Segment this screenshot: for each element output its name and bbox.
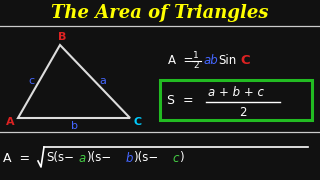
Text: C: C (134, 117, 142, 127)
Text: A  =: A = (3, 152, 34, 165)
Text: 2: 2 (193, 62, 199, 71)
Text: b: b (126, 152, 133, 165)
Text: The Area of Triangles: The Area of Triangles (51, 4, 269, 22)
Text: a: a (100, 76, 107, 87)
Text: )(s−: )(s− (86, 152, 111, 165)
Text: )(s−: )(s− (133, 152, 158, 165)
Text: A  =: A = (168, 53, 197, 66)
Text: 2: 2 (239, 105, 247, 118)
Bar (160, 80, 312, 120)
Text: A: A (6, 117, 14, 127)
Text: c: c (28, 76, 34, 87)
Text: ab: ab (204, 53, 219, 66)
Text: S(s−: S(s− (46, 152, 74, 165)
Text: Sin: Sin (218, 53, 236, 66)
Text: S  =: S = (167, 93, 198, 107)
Text: c: c (172, 152, 179, 165)
Text: B: B (58, 32, 66, 42)
Text: a: a (79, 152, 86, 165)
Text: C: C (240, 53, 250, 66)
Text: b: b (70, 121, 77, 131)
Text: a + b + c: a + b + c (208, 87, 264, 100)
Text: 1: 1 (193, 51, 199, 60)
Text: ): ) (179, 152, 184, 165)
